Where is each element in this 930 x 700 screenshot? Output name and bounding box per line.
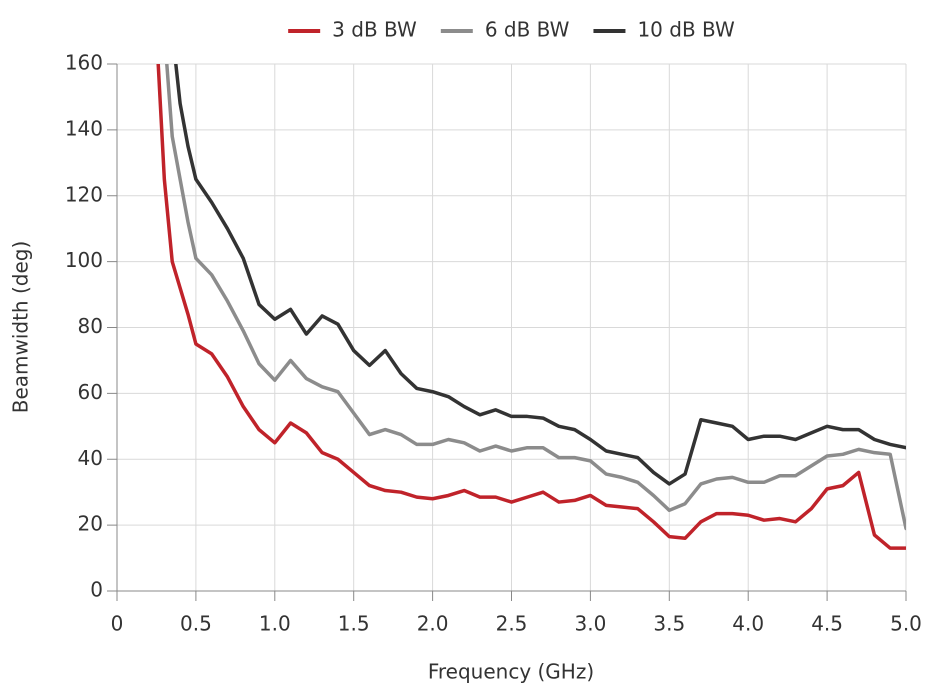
plot-area (156, 64, 906, 550)
x-tick-label: 0.5 (180, 612, 212, 636)
legend-item: 10 dB BW (593, 18, 735, 42)
x-tick-label: 3.0 (574, 612, 606, 636)
y-tick-label: 0 (90, 578, 103, 602)
series-line (165, 64, 906, 531)
series-line (174, 64, 906, 486)
y-tick-label: 100 (65, 248, 103, 272)
y-tick-label: 20 (78, 512, 103, 536)
y-tick-label: 140 (65, 116, 103, 140)
x-tick-label: 5.0 (890, 612, 922, 636)
x-tick-label: 2.0 (417, 612, 449, 636)
y-tick-label: 120 (65, 182, 103, 206)
x-tick-label: 0 (111, 612, 124, 636)
series-line (156, 64, 906, 550)
labels: 0 20 40 60 80 100 120 140 160 0 0.5 1.0 1.5 2.0 2.5 3.0… (65, 51, 922, 636)
legend: 3 dB BW 6 dB BW 10 dB BW (288, 18, 735, 42)
x-tick-label: 1.5 (338, 612, 370, 636)
x-tick-label: 4.0 (732, 612, 764, 636)
y-tick-label: 80 (78, 314, 103, 338)
legend-label: 3 dB BW (332, 18, 417, 42)
legend-label: 10 dB BW (637, 18, 735, 42)
x-tick-label: 2.5 (496, 612, 528, 636)
legend-item: 3 dB BW (288, 18, 417, 42)
y-tick-label: 60 (78, 380, 103, 404)
y-tick-label: 160 (65, 51, 103, 75)
y-tick-label: 40 (78, 446, 103, 470)
legend-item: 6 dB BW (440, 18, 570, 42)
x-axis-title: Frequency (GHz) (428, 660, 594, 684)
x-tick-label: 1.0 (259, 612, 291, 636)
legend-label: 6 dB BW (485, 18, 570, 42)
x-tick-label: 4.5 (811, 612, 843, 636)
y-axis-title: Beamwidth (deg) (9, 241, 33, 414)
x-tick-label: 3.5 (653, 612, 685, 636)
